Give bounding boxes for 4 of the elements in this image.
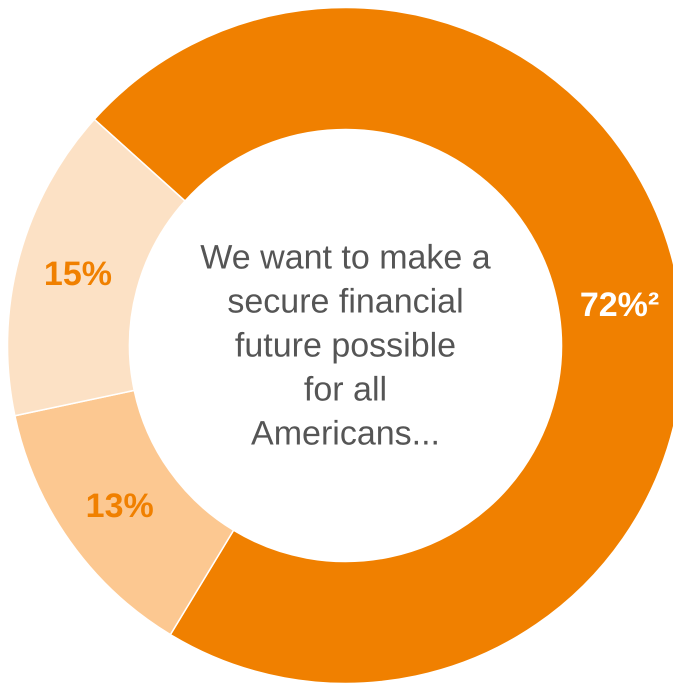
data-label: 13% (86, 486, 154, 525)
text: We want to make a secure financial future possible for all Americans... (200, 238, 491, 452)
data-label: 15% (44, 254, 112, 293)
data-label: 72%² (580, 286, 660, 324)
